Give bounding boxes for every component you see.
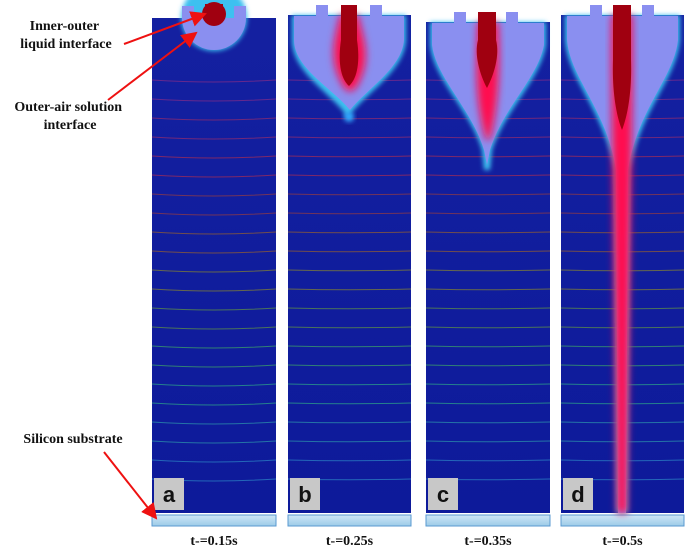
- contour-line: [425, 307, 551, 310]
- jet-b: [292, 5, 406, 122]
- time-label: t-=0.15s: [190, 534, 238, 549]
- annotation: Outer-air solution interface: [14, 100, 125, 133]
- contour-line: [425, 269, 551, 272]
- contour-line: [151, 250, 277, 254]
- jet-d: [565, 5, 680, 513]
- contour-line: [151, 345, 277, 349]
- contour-line: [287, 421, 412, 424]
- substrate: [287, 514, 412, 527]
- contour-line: [151, 402, 277, 406]
- panel-label: c: [437, 482, 449, 507]
- contour-line: [425, 326, 551, 329]
- contour-line: [287, 345, 412, 348]
- label-box: [563, 478, 593, 510]
- contour-line: [151, 231, 277, 235]
- contour-line: [425, 383, 551, 386]
- panel-background: [152, 18, 276, 513]
- contour-line: [151, 79, 277, 83]
- contour-line: [425, 402, 551, 405]
- contour-line: [287, 440, 412, 443]
- annotation-line: Inner-outer: [30, 19, 99, 34]
- contour-line: [287, 212, 412, 215]
- annotation: Silicon substrate: [23, 432, 122, 447]
- contour-line: [425, 174, 551, 177]
- contour-line: [287, 193, 412, 196]
- arrow: [107, 31, 198, 101]
- time-label: t-=0.35s: [464, 534, 512, 549]
- panel-label: a: [163, 482, 176, 507]
- contour-line: [287, 231, 412, 234]
- contour-line: [151, 193, 277, 197]
- panel-label: d: [571, 482, 584, 507]
- contour-line: [151, 269, 277, 273]
- contour-line: [151, 174, 277, 178]
- contour-line: [287, 364, 412, 367]
- contour-line: [287, 155, 412, 158]
- contour-line: [287, 307, 412, 310]
- contour-line: [287, 250, 412, 253]
- substrate: [151, 514, 277, 527]
- contour-line: [287, 269, 412, 272]
- contour-line: [425, 231, 551, 234]
- time-label: t-=0.25s: [326, 534, 374, 549]
- contour-line: [151, 117, 277, 121]
- contour-line: [425, 193, 551, 196]
- time-label: t-=0.5s: [602, 534, 643, 549]
- contour-line: [425, 459, 551, 462]
- contour-line: [425, 250, 551, 253]
- contour-line: [425, 288, 551, 291]
- jet-c: [430, 12, 546, 170]
- label-box: [290, 478, 320, 510]
- contour-line: [425, 421, 551, 424]
- contour-line: [425, 212, 551, 215]
- annotation-line: Outer-air solution: [14, 100, 122, 115]
- contour-line: [287, 326, 412, 329]
- annotation: Inner-outer liquid interface: [20, 19, 111, 52]
- contour-line: [151, 98, 277, 102]
- contour-line: [151, 383, 277, 387]
- contour-line: [151, 136, 277, 140]
- arrow: [123, 11, 207, 45]
- contour-line: [287, 288, 412, 291]
- contour-line: [425, 364, 551, 367]
- arrow: [103, 451, 158, 520]
- contour-line: [425, 440, 551, 443]
- contour-line: [151, 459, 277, 463]
- contour-line: [151, 421, 277, 425]
- contour-line: [151, 364, 277, 368]
- panel-label: b: [298, 482, 311, 507]
- label-box: [154, 478, 184, 510]
- substrate: [425, 514, 551, 527]
- contour-line: [151, 212, 277, 216]
- contour-line: [151, 326, 277, 330]
- label-box: [428, 478, 458, 510]
- contour-line: [287, 459, 412, 462]
- contour-line: [287, 383, 412, 386]
- contour-line: [151, 440, 277, 444]
- annotation-line: interface: [44, 118, 97, 133]
- contour-line: [151, 307, 277, 311]
- contour-line: [151, 155, 277, 159]
- contour-line: [287, 174, 412, 177]
- contour-line: [287, 136, 412, 139]
- contour-line: [151, 288, 277, 292]
- contour-line: [287, 402, 412, 405]
- substrate: [560, 514, 685, 527]
- contour-line: [425, 345, 551, 348]
- annotation-line: liquid interface: [20, 37, 111, 52]
